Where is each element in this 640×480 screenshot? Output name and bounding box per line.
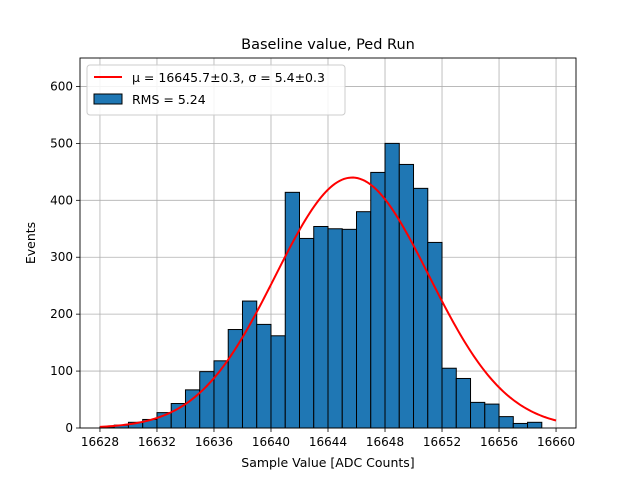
histogram-bar xyxy=(398,163,415,429)
x-axis-ticks: 16628 16632 16636 16640 16644 16648 16652 16656… xyxy=(81,428,575,449)
y-tick-label: 100 xyxy=(50,364,73,378)
x-tick-label: 16652 xyxy=(423,435,461,449)
x-tick-label: 16640 xyxy=(252,435,290,449)
x-tick-label: 16660 xyxy=(537,435,575,449)
y-axis-ticks: 0 100 200 300 400 500 600 xyxy=(50,79,80,435)
x-tick-label: 16644 xyxy=(309,435,347,449)
y-tick-label: 500 xyxy=(50,136,73,150)
histogram-bar xyxy=(298,237,315,429)
histogram-bar xyxy=(384,142,400,429)
legend: μ = 16645.7±0.3, σ = 5.4±0.3 RMS = 5.24 xyxy=(86,64,346,116)
histogram-bar xyxy=(370,171,386,429)
y-tick-label: 400 xyxy=(50,193,73,207)
legend-fit-label: μ = 16645.7±0.3, σ = 5.4±0.3 xyxy=(132,70,325,85)
histogram-bar xyxy=(356,211,372,429)
histogram-bar xyxy=(512,422,529,429)
y-tick-label: 600 xyxy=(50,79,73,93)
histogram-bar xyxy=(284,191,300,429)
legend-box xyxy=(86,64,346,116)
y-axis-label: Events xyxy=(23,222,38,264)
histogram-bar xyxy=(484,403,500,429)
x-tick-label: 16632 xyxy=(138,435,176,449)
x-tick-label: 16648 xyxy=(366,435,404,449)
legend-hist-label: RMS = 5.24 xyxy=(132,92,206,107)
histogram-bar xyxy=(270,335,286,429)
histogram-bar xyxy=(413,187,429,429)
histogram-bar xyxy=(327,228,343,429)
legend-hist-swatch xyxy=(93,93,123,105)
histogram-bar xyxy=(241,300,258,429)
y-tick-label: 0 xyxy=(65,421,73,435)
histogram-bar xyxy=(341,228,358,429)
chart-title: Baseline value, Ped Run xyxy=(241,37,415,53)
histogram-bar xyxy=(313,225,329,429)
histogram-bar xyxy=(256,323,272,429)
histogram-bar xyxy=(441,367,457,429)
x-axis-label: Sample Value [ADC Counts] xyxy=(241,455,414,470)
x-tick-label: 16628 xyxy=(81,435,119,449)
histogram-bar xyxy=(455,377,472,429)
histogram-bar xyxy=(498,416,514,429)
histogram-bar xyxy=(170,403,186,429)
histogram-bar xyxy=(527,421,543,429)
x-tick-label: 16636 xyxy=(195,435,233,449)
histogram-bar xyxy=(427,241,443,429)
gaussian-fit-curve xyxy=(99,176,557,428)
y-tick-label: 200 xyxy=(50,307,73,321)
y-tick-label: 300 xyxy=(50,250,73,264)
x-tick-label: 16656 xyxy=(480,435,518,449)
histogram-bar xyxy=(227,329,243,429)
histogram-bar xyxy=(470,401,486,429)
